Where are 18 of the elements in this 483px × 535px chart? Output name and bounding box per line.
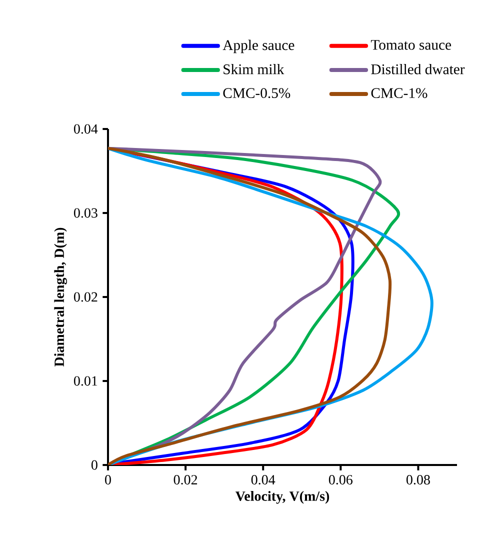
x-axis-title: Velocity, V(m/s) [235,491,330,504]
legend-label: Tomato sauce [370,40,452,50]
y-axis-title: Diametral length, D(m) [54,228,67,367]
y-tick-label: 0.04 [74,124,98,134]
y-tick-label: 0 [91,460,98,470]
legend-label: Distilled dwater [371,64,465,74]
y-tick-label: 0.01 [74,376,98,386]
y-tick-label: 0.02 [74,292,98,302]
legend-label: Skim milk [224,64,284,74]
x-tick-label: 0.04 [251,475,276,485]
legend-label: CMC-1% [371,88,428,98]
legend-label: CMC-0.5% [223,88,290,98]
y-tick-label: 0.03 [74,208,98,218]
legend-label: Apple sauce [222,40,294,54]
x-tick-label: 0.08 [406,475,430,485]
x-tick-label: 0.06 [328,475,353,485]
x-tick-label: 0.02 [174,475,198,485]
x-tick-label: 0 [105,475,111,484]
